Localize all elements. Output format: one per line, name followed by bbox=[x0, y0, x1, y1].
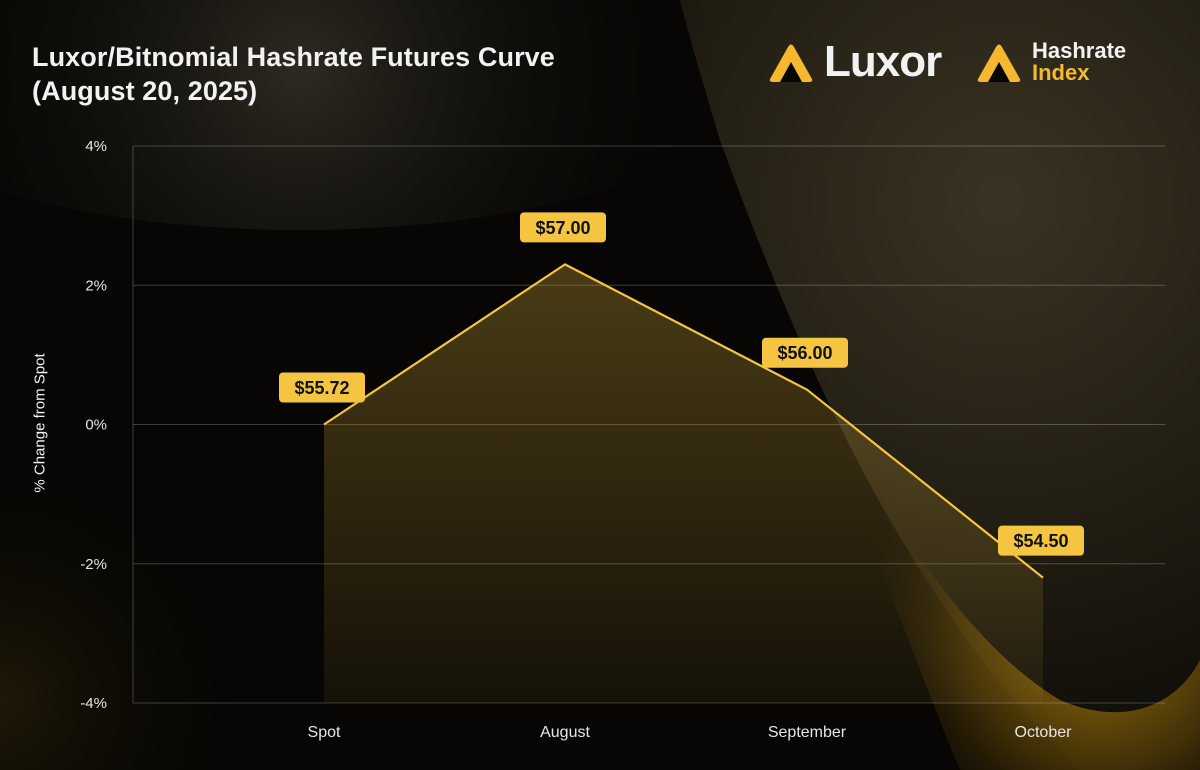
x-tick-label: Spot bbox=[308, 724, 341, 741]
series-area-fill bbox=[324, 264, 1043, 703]
data-label-box bbox=[998, 525, 1084, 556]
data-label: $55.72 bbox=[279, 372, 365, 403]
luxor-logo: Luxor bbox=[766, 37, 942, 86]
title-line-2: (August 20, 2025) bbox=[32, 76, 258, 106]
data-label: $57.00 bbox=[520, 212, 606, 243]
chart-title: Luxor/Bitnomial Hashrate Futures Curve (… bbox=[32, 40, 555, 108]
luxor-triangle-icon bbox=[769, 44, 813, 82]
x-tick-label: September bbox=[768, 724, 847, 741]
data-labels: $55.72 $57.00 $56.00 $54.50 bbox=[279, 212, 1084, 556]
data-label: $56.00 bbox=[762, 337, 848, 368]
y-tick-label: 0% bbox=[85, 417, 107, 434]
hashrate-index-word-2: Index bbox=[1032, 60, 1090, 85]
hashrate-index-logo: Hashrate Index bbox=[974, 40, 1126, 84]
y-axis-ticks: 4% 2% 0% -2% -4% bbox=[80, 138, 107, 712]
x-tick-label: October bbox=[1015, 724, 1073, 741]
data-label-box bbox=[279, 372, 365, 403]
x-tick-label: August bbox=[540, 724, 590, 741]
title-line-1: Luxor/Bitnomial Hashrate Futures Curve bbox=[32, 42, 555, 72]
luxor-wordmark: Luxor bbox=[824, 37, 942, 86]
data-label: $54.50 bbox=[998, 525, 1084, 556]
hashrate-index-triangle-icon bbox=[977, 44, 1021, 82]
data-label-text: $56.00 bbox=[777, 343, 832, 363]
y-tick-label: -2% bbox=[80, 556, 107, 573]
y-axis-label: % Change from Spot bbox=[31, 353, 49, 493]
x-axis-ticks: Spot August September October bbox=[308, 724, 1073, 741]
data-label-text: $57.00 bbox=[535, 218, 590, 238]
data-label-box bbox=[762, 337, 848, 368]
hashrate-index-word-1: Hashrate bbox=[1032, 38, 1127, 63]
data-label-text: $54.50 bbox=[1013, 531, 1068, 551]
y-tick-label: 2% bbox=[85, 277, 107, 294]
series-area bbox=[323, 263, 1044, 703]
data-label-box bbox=[520, 212, 606, 243]
y-tick-label: -4% bbox=[80, 695, 107, 712]
y-tick-label: 4% bbox=[85, 138, 107, 155]
data-label-text: $55.72 bbox=[294, 378, 349, 398]
series-line bbox=[323, 263, 1044, 579]
